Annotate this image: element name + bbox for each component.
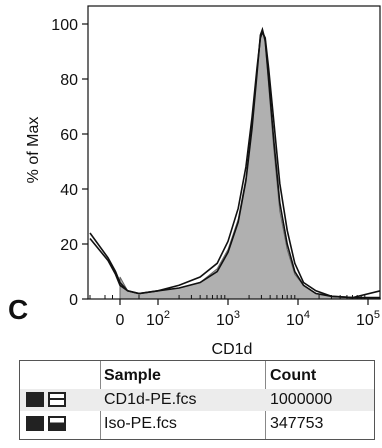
legend-swatch-line bbox=[48, 392, 66, 407]
legend-header-count: Count bbox=[270, 367, 317, 384]
legend-table: Sample Count CD1d-PE.fcs 1000000 Iso-PE.… bbox=[19, 360, 375, 440]
legend-swatch-fill bbox=[26, 416, 44, 431]
y-tick-label: 60 bbox=[60, 127, 78, 144]
x-axis-label: CD1d bbox=[212, 341, 253, 358]
y-tick-label: 20 bbox=[60, 237, 78, 254]
series-area-0 bbox=[119, 27, 381, 300]
legend-swatch-fill bbox=[26, 392, 44, 407]
y-tick-label: 80 bbox=[60, 72, 78, 89]
legend-sample-name: CD1d-PE.fcs bbox=[104, 391, 197, 408]
legend-swatch-half bbox=[48, 416, 66, 431]
x-axis: 0 102 103 104 105 CD1d bbox=[116, 299, 380, 358]
y-tick-label: 0 bbox=[69, 292, 78, 309]
legend-header-sample: Sample bbox=[104, 367, 161, 384]
legend-header-row: Sample Count bbox=[20, 365, 374, 387]
x-tick-label: 0 bbox=[116, 312, 125, 329]
panel-letter: C bbox=[8, 294, 29, 325]
legend-sample-name: Iso-PE.fcs bbox=[104, 415, 177, 432]
x-tick-label: 105 bbox=[356, 309, 380, 329]
histogram-plot: % of Max 0 20 40 60 80 100 0 102 103 104 105 CD1d bbox=[25, 5, 381, 358]
x-tick-label: 104 bbox=[286, 309, 310, 329]
x-minor-ticks bbox=[89, 295, 366, 299]
x-tick-label: 102 bbox=[146, 309, 170, 329]
plot-frame bbox=[87, 5, 381, 300]
y-tick-label: 40 bbox=[60, 182, 78, 199]
y-tick-label: 100 bbox=[51, 17, 78, 34]
y-axis-label: % of Max bbox=[25, 117, 42, 184]
series-layer bbox=[89, 26, 381, 300]
x-tick-label: 103 bbox=[216, 309, 240, 329]
legend-count-value: 347753 bbox=[270, 415, 324, 432]
series-line-2 bbox=[89, 30, 381, 299]
legend-row-iso: Iso-PE.fcs 347753 bbox=[20, 413, 374, 435]
legend-count-value: 1000000 bbox=[270, 391, 333, 408]
legend-row-cd1d: CD1d-PE.fcs 1000000 bbox=[20, 389, 374, 411]
y-axis: % of Max 0 20 40 60 80 100 bbox=[25, 17, 88, 309]
